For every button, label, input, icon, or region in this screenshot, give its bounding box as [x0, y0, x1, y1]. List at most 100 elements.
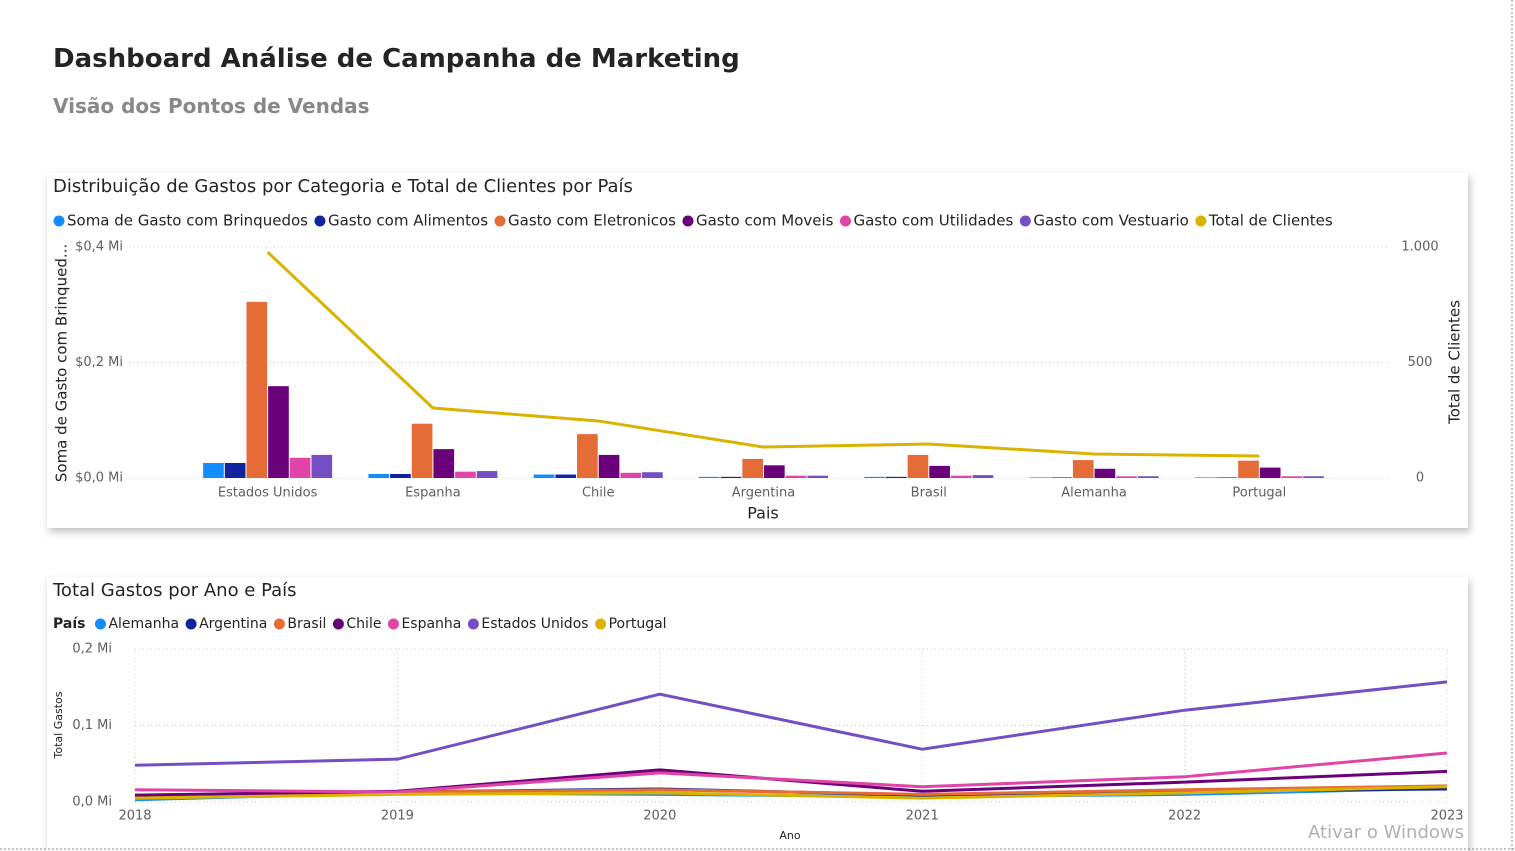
legend-marker — [1019, 215, 1031, 227]
bar — [533, 474, 555, 478]
bar — [268, 386, 289, 478]
bar — [476, 471, 498, 478]
x-axis-title: Ano — [779, 829, 800, 842]
y-tick-label: 0,0 Mi — [72, 795, 112, 810]
legend-label: Gasto com Moveis — [696, 212, 834, 230]
legend-marker — [387, 618, 399, 630]
legend-marker — [273, 618, 285, 630]
legend-marker — [332, 618, 344, 630]
bar — [246, 301, 268, 478]
legend-label: Alemanha — [108, 616, 179, 632]
legend-marker — [185, 618, 197, 630]
y-tick-label: $0,0 Mi — [75, 471, 123, 486]
bar — [1238, 460, 1259, 478]
y-tick-label: 0,2 Mi — [72, 642, 112, 657]
legend-label: Portugal — [609, 616, 667, 632]
bar — [577, 434, 598, 478]
bar — [1116, 476, 1137, 478]
x-tick-label: Chile — [582, 486, 615, 501]
bar — [907, 454, 929, 478]
bar — [1072, 460, 1094, 478]
y2-axis-title: Total de Clientes — [1446, 300, 1464, 425]
legend-title: País — [53, 616, 85, 632]
bar — [390, 473, 411, 478]
legend-label: Gasto com Vestuario — [1033, 212, 1189, 230]
legend-label: Gasto com Alimentos — [328, 212, 488, 230]
y2-tick-label: 500 — [1408, 355, 1433, 370]
legend-marker — [94, 618, 106, 630]
line — [134, 785, 1448, 800]
legend-label: Soma de Gasto com Brinquedos — [67, 212, 308, 230]
bar — [455, 471, 476, 478]
y2-tick-label: 1.000 — [1401, 240, 1438, 255]
bar — [433, 449, 455, 478]
bar — [368, 473, 390, 478]
y-tick-label: 0,1 Mi — [72, 718, 112, 733]
x-tick-label: 2019 — [381, 809, 414, 824]
page-title: Dashboard Análise de Campanha de Marketi… — [53, 44, 740, 74]
bar — [1194, 477, 1216, 478]
line — [134, 680, 1448, 767]
line — [266, 250, 1260, 458]
bar — [224, 462, 246, 478]
bar — [785, 475, 807, 478]
bar — [885, 476, 907, 478]
line — [134, 751, 1448, 794]
legend-marker — [314, 215, 326, 227]
chart-title: Distribuição de Gastos por Categoria e T… — [53, 176, 633, 197]
legend-marker — [839, 215, 851, 227]
legend-marker — [467, 618, 479, 630]
x-axis-title: Pais — [747, 504, 779, 523]
bar — [620, 472, 642, 478]
bar — [289, 457, 311, 478]
bar — [972, 475, 994, 478]
bar — [203, 462, 224, 478]
y2-tick-label: 0 — [1416, 471, 1424, 486]
legend-label: Chile — [346, 616, 381, 632]
bar — [1029, 477, 1051, 478]
x-tick-label: Estados Unidos — [218, 486, 318, 501]
bar — [1051, 477, 1072, 478]
legend-marker — [53, 215, 65, 227]
bar — [950, 475, 972, 478]
legend-label: Argentina — [199, 616, 267, 632]
bar — [411, 423, 433, 478]
bar — [1137, 476, 1159, 478]
watermark: Ativar o Windows — [1308, 822, 1464, 843]
legend-marker — [595, 618, 607, 630]
legend-marker — [494, 215, 506, 227]
x-tick-label: 2022 — [1168, 809, 1201, 824]
bar — [929, 465, 950, 478]
y-tick-label: $0,4 Mi — [75, 240, 123, 255]
bar — [598, 454, 620, 478]
bar — [699, 476, 720, 478]
legend-marker — [682, 215, 694, 227]
bar — [764, 465, 785, 478]
bar — [642, 472, 663, 478]
y-tick-label: $0,2 Mi — [75, 355, 123, 370]
bar — [1094, 468, 1116, 478]
legend-label: Total de Clientes — [1208, 212, 1333, 230]
x-tick-label: 2020 — [643, 809, 676, 824]
bar — [1303, 476, 1324, 478]
y-axis-title: Total Gastos — [52, 691, 65, 759]
bar — [742, 458, 763, 478]
x-tick-label: Espanha — [405, 486, 461, 501]
legend-label: Estados Unidos — [481, 616, 588, 632]
bar — [864, 476, 885, 478]
x-tick-label: Alemanha — [1061, 486, 1127, 501]
x-tick-label: Argentina — [732, 486, 795, 501]
y-axis-title: Soma de Gasto com Brinqued... — [53, 244, 71, 482]
legend-label: Brasil — [287, 616, 326, 632]
bar — [1281, 476, 1303, 478]
x-tick-label: 2023 — [1430, 809, 1463, 824]
bar — [1216, 477, 1238, 478]
legend-marker — [1195, 215, 1207, 227]
x-tick-label: Portugal — [1232, 486, 1286, 501]
bar — [555, 474, 577, 478]
bar — [720, 476, 742, 478]
x-tick-label: 2021 — [906, 809, 939, 824]
page-subtitle: Visão dos Pontos de Vendas — [53, 94, 370, 118]
